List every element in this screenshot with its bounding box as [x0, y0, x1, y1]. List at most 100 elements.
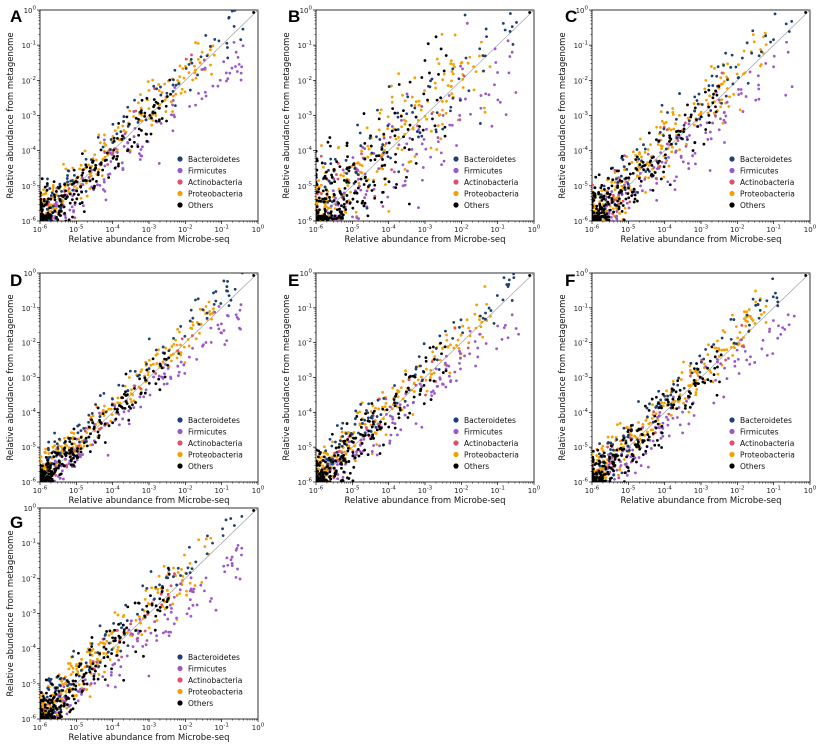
point-proteobacteria: [424, 367, 428, 371]
point-others: [117, 121, 121, 125]
point-bacteroidetes: [487, 306, 491, 310]
point-others: [689, 113, 693, 117]
point-proteobacteria: [170, 345, 174, 348]
point-proteobacteria: [453, 33, 457, 37]
point-actinobacteria: [67, 187, 71, 190]
point-proteobacteria: [130, 388, 133, 392]
point-firmicutes: [625, 473, 629, 477]
point-others: [62, 205, 66, 209]
point-bacteroidetes: [643, 147, 647, 151]
point-firmicutes: [405, 142, 409, 146]
legend-marker: [453, 451, 459, 458]
point-bacteroidetes: [765, 299, 769, 303]
y-tick-label: 100: [300, 6, 313, 16]
point-proteobacteria: [671, 107, 675, 110]
point-others: [636, 440, 640, 444]
point-bacteroidetes: [209, 44, 212, 48]
point-others: [424, 359, 428, 363]
point-others: [88, 166, 92, 170]
point-proteobacteria: [199, 322, 203, 326]
point-bacteroidetes: [87, 413, 91, 417]
point-firmicutes: [385, 412, 388, 416]
point-others: [433, 357, 436, 361]
point-others: [644, 449, 648, 453]
point-proteobacteria: [600, 447, 604, 450]
point-bacteroidetes: [82, 427, 86, 430]
point-others: [633, 197, 637, 201]
point-firmicutes: [219, 322, 223, 326]
point-firmicutes: [420, 105, 424, 108]
point-others: [347, 477, 351, 480]
point-bacteroidetes: [720, 101, 723, 105]
point-bacteroidetes: [387, 85, 391, 88]
point-firmicutes: [388, 414, 392, 418]
point-others: [406, 128, 410, 131]
point-others: [138, 377, 141, 381]
point-actinobacteria: [676, 139, 680, 142]
point-bacteroidetes: [615, 438, 619, 441]
point-others: [345, 141, 349, 145]
point-bacteroidetes: [413, 106, 417, 110]
point-proteobacteria: [737, 342, 741, 345]
point-firmicutes: [495, 347, 499, 351]
point-firmicutes: [633, 471, 637, 475]
point-others: [432, 379, 436, 383]
point-proteobacteria: [97, 168, 100, 171]
point-proteobacteria: [194, 76, 198, 80]
point-firmicutes: [378, 444, 381, 448]
point-proteobacteria: [728, 95, 731, 99]
point-others: [316, 455, 320, 459]
point-proteobacteria: [606, 435, 610, 439]
point-bacteroidetes: [758, 309, 762, 312]
point-others: [627, 162, 631, 166]
point-others: [693, 140, 697, 144]
point-firmicutes: [449, 379, 453, 382]
point-proteobacteria: [671, 379, 675, 383]
point-others: [328, 199, 332, 202]
point-proteobacteria: [390, 95, 394, 99]
x-tick-label: 10-3: [418, 225, 433, 235]
y-tick-label: 10-1: [22, 41, 36, 51]
point-proteobacteria: [732, 92, 736, 96]
point-firmicutes: [665, 415, 668, 419]
point-firmicutes: [87, 176, 91, 179]
point-bacteroidetes: [331, 457, 335, 461]
point-others: [330, 214, 334, 217]
point-bacteroidetes: [483, 54, 487, 58]
point-others: [439, 341, 442, 345]
point-others: [380, 200, 384, 204]
point-firmicutes: [639, 464, 643, 467]
point-proteobacteria: [455, 344, 458, 347]
point-others: [94, 163, 97, 167]
point-proteobacteria: [441, 122, 444, 126]
point-others: [329, 474, 332, 478]
point-others: [609, 444, 613, 448]
point-firmicutes: [128, 150, 132, 154]
point-firmicutes: [169, 375, 172, 379]
point-others: [594, 218, 598, 221]
point-proteobacteria: [695, 388, 699, 391]
point-firmicutes: [137, 152, 141, 156]
point-proteobacteria: [742, 317, 746, 321]
point-others: [119, 405, 123, 408]
point-others: [610, 201, 614, 204]
point-others: [708, 121, 711, 124]
point-firmicutes: [733, 360, 737, 363]
point-others: [714, 110, 718, 114]
point-firmicutes: [237, 62, 241, 66]
point-others: [76, 176, 79, 179]
point-others: [84, 436, 88, 440]
point-others: [598, 202, 602, 206]
point-actinobacteria: [180, 337, 184, 341]
point-firmicutes: [216, 84, 220, 88]
point-others: [316, 480, 320, 482]
point-others: [362, 183, 366, 186]
point-bacteroidetes: [128, 369, 132, 373]
point-bacteroidetes: [204, 33, 208, 37]
point-others: [693, 106, 697, 110]
point-firmicutes: [717, 98, 721, 102]
point-others: [127, 122, 131, 126]
point-bacteroidetes: [333, 157, 337, 161]
panel-A: A10-610-610-510-510-410-410-310-310-210-…: [6, 6, 265, 246]
